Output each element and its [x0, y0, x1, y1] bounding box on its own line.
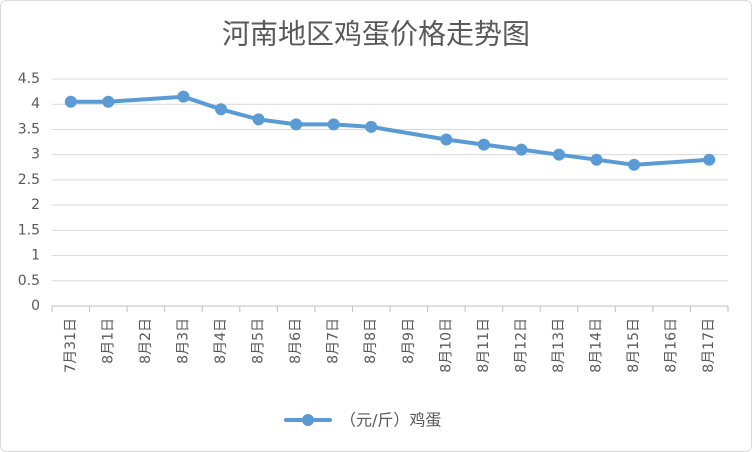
x-axis-labels: 7月31日 8月1日 8月2日 8月3日 8月4日 8月5日 8月6日 8月7日 8月8日 8月9… — [63, 318, 717, 373]
data-point — [252, 113, 265, 126]
data-point — [177, 90, 190, 103]
y-tick-label: 2 — [31, 197, 40, 213]
x-tick-label: 8月2日 — [138, 318, 154, 364]
x-tick-label: 8月14日 — [589, 318, 605, 373]
x-tick-label: 8月9日 — [401, 318, 417, 364]
x-tick-label: 8月17日 — [701, 318, 717, 373]
x-tick-label: 8月5日 — [251, 318, 267, 364]
legend: （元/斤）鸡蛋 — [284, 411, 441, 430]
data-point — [215, 103, 227, 116]
y-tick-label: 0 — [31, 298, 40, 314]
y-tick-label: 3.5 — [18, 121, 40, 137]
gridlines — [52, 78, 728, 307]
data-point — [515, 143, 528, 156]
data-point — [477, 138, 490, 151]
x-tick-label: 8月13日 — [551, 318, 567, 373]
data-point — [365, 120, 378, 133]
data-point — [628, 158, 641, 171]
y-tick-label: 4 — [31, 96, 40, 112]
y-tick-label: 1.5 — [18, 222, 40, 238]
x-axis — [51, 305, 729, 312]
x-tick-label: 8月16日 — [664, 318, 680, 373]
y-tick-label: 3 — [31, 147, 40, 163]
data-point — [290, 118, 303, 131]
x-tick-label: 8月8日 — [363, 318, 379, 364]
y-tick-label: 4.5 — [18, 71, 40, 87]
x-tick-label: 8月6日 — [288, 318, 304, 364]
y-tick-label: 1 — [31, 248, 40, 264]
x-tick-label: 8月10日 — [438, 318, 454, 373]
chart-title: 河南地区鸡蛋价格走势图 — [222, 18, 530, 51]
data-point — [590, 153, 603, 166]
x-tick-label: 8月15日 — [626, 318, 642, 373]
data-point — [553, 148, 565, 161]
data-point — [64, 95, 77, 108]
data-point — [703, 153, 716, 166]
y-axis-labels: 0 0.5 1 1.5 2 2.5 3 3.5 4 4.5 — [18, 71, 40, 314]
x-tick-label: 8月11日 — [476, 318, 492, 373]
y-tick-label: 2.5 — [18, 172, 40, 188]
data-point — [440, 133, 453, 146]
legend-series-label: （元/斤）鸡蛋 — [340, 411, 441, 430]
data-point — [327, 118, 340, 131]
series-layer — [64, 90, 716, 171]
y-tick-label: 0.5 — [18, 273, 40, 289]
legend-series-marker — [302, 414, 314, 426]
x-tick-label: 8月12日 — [513, 318, 529, 373]
x-tick-label: 8月1日 — [100, 318, 116, 364]
x-tick-label: 8月3日 — [175, 318, 191, 364]
x-tick-label: 8月4日 — [213, 318, 229, 364]
x-tick-label: 8月7日 — [326, 318, 342, 364]
x-tick-label: 7月31日 — [63, 318, 79, 373]
data-point — [102, 95, 115, 108]
